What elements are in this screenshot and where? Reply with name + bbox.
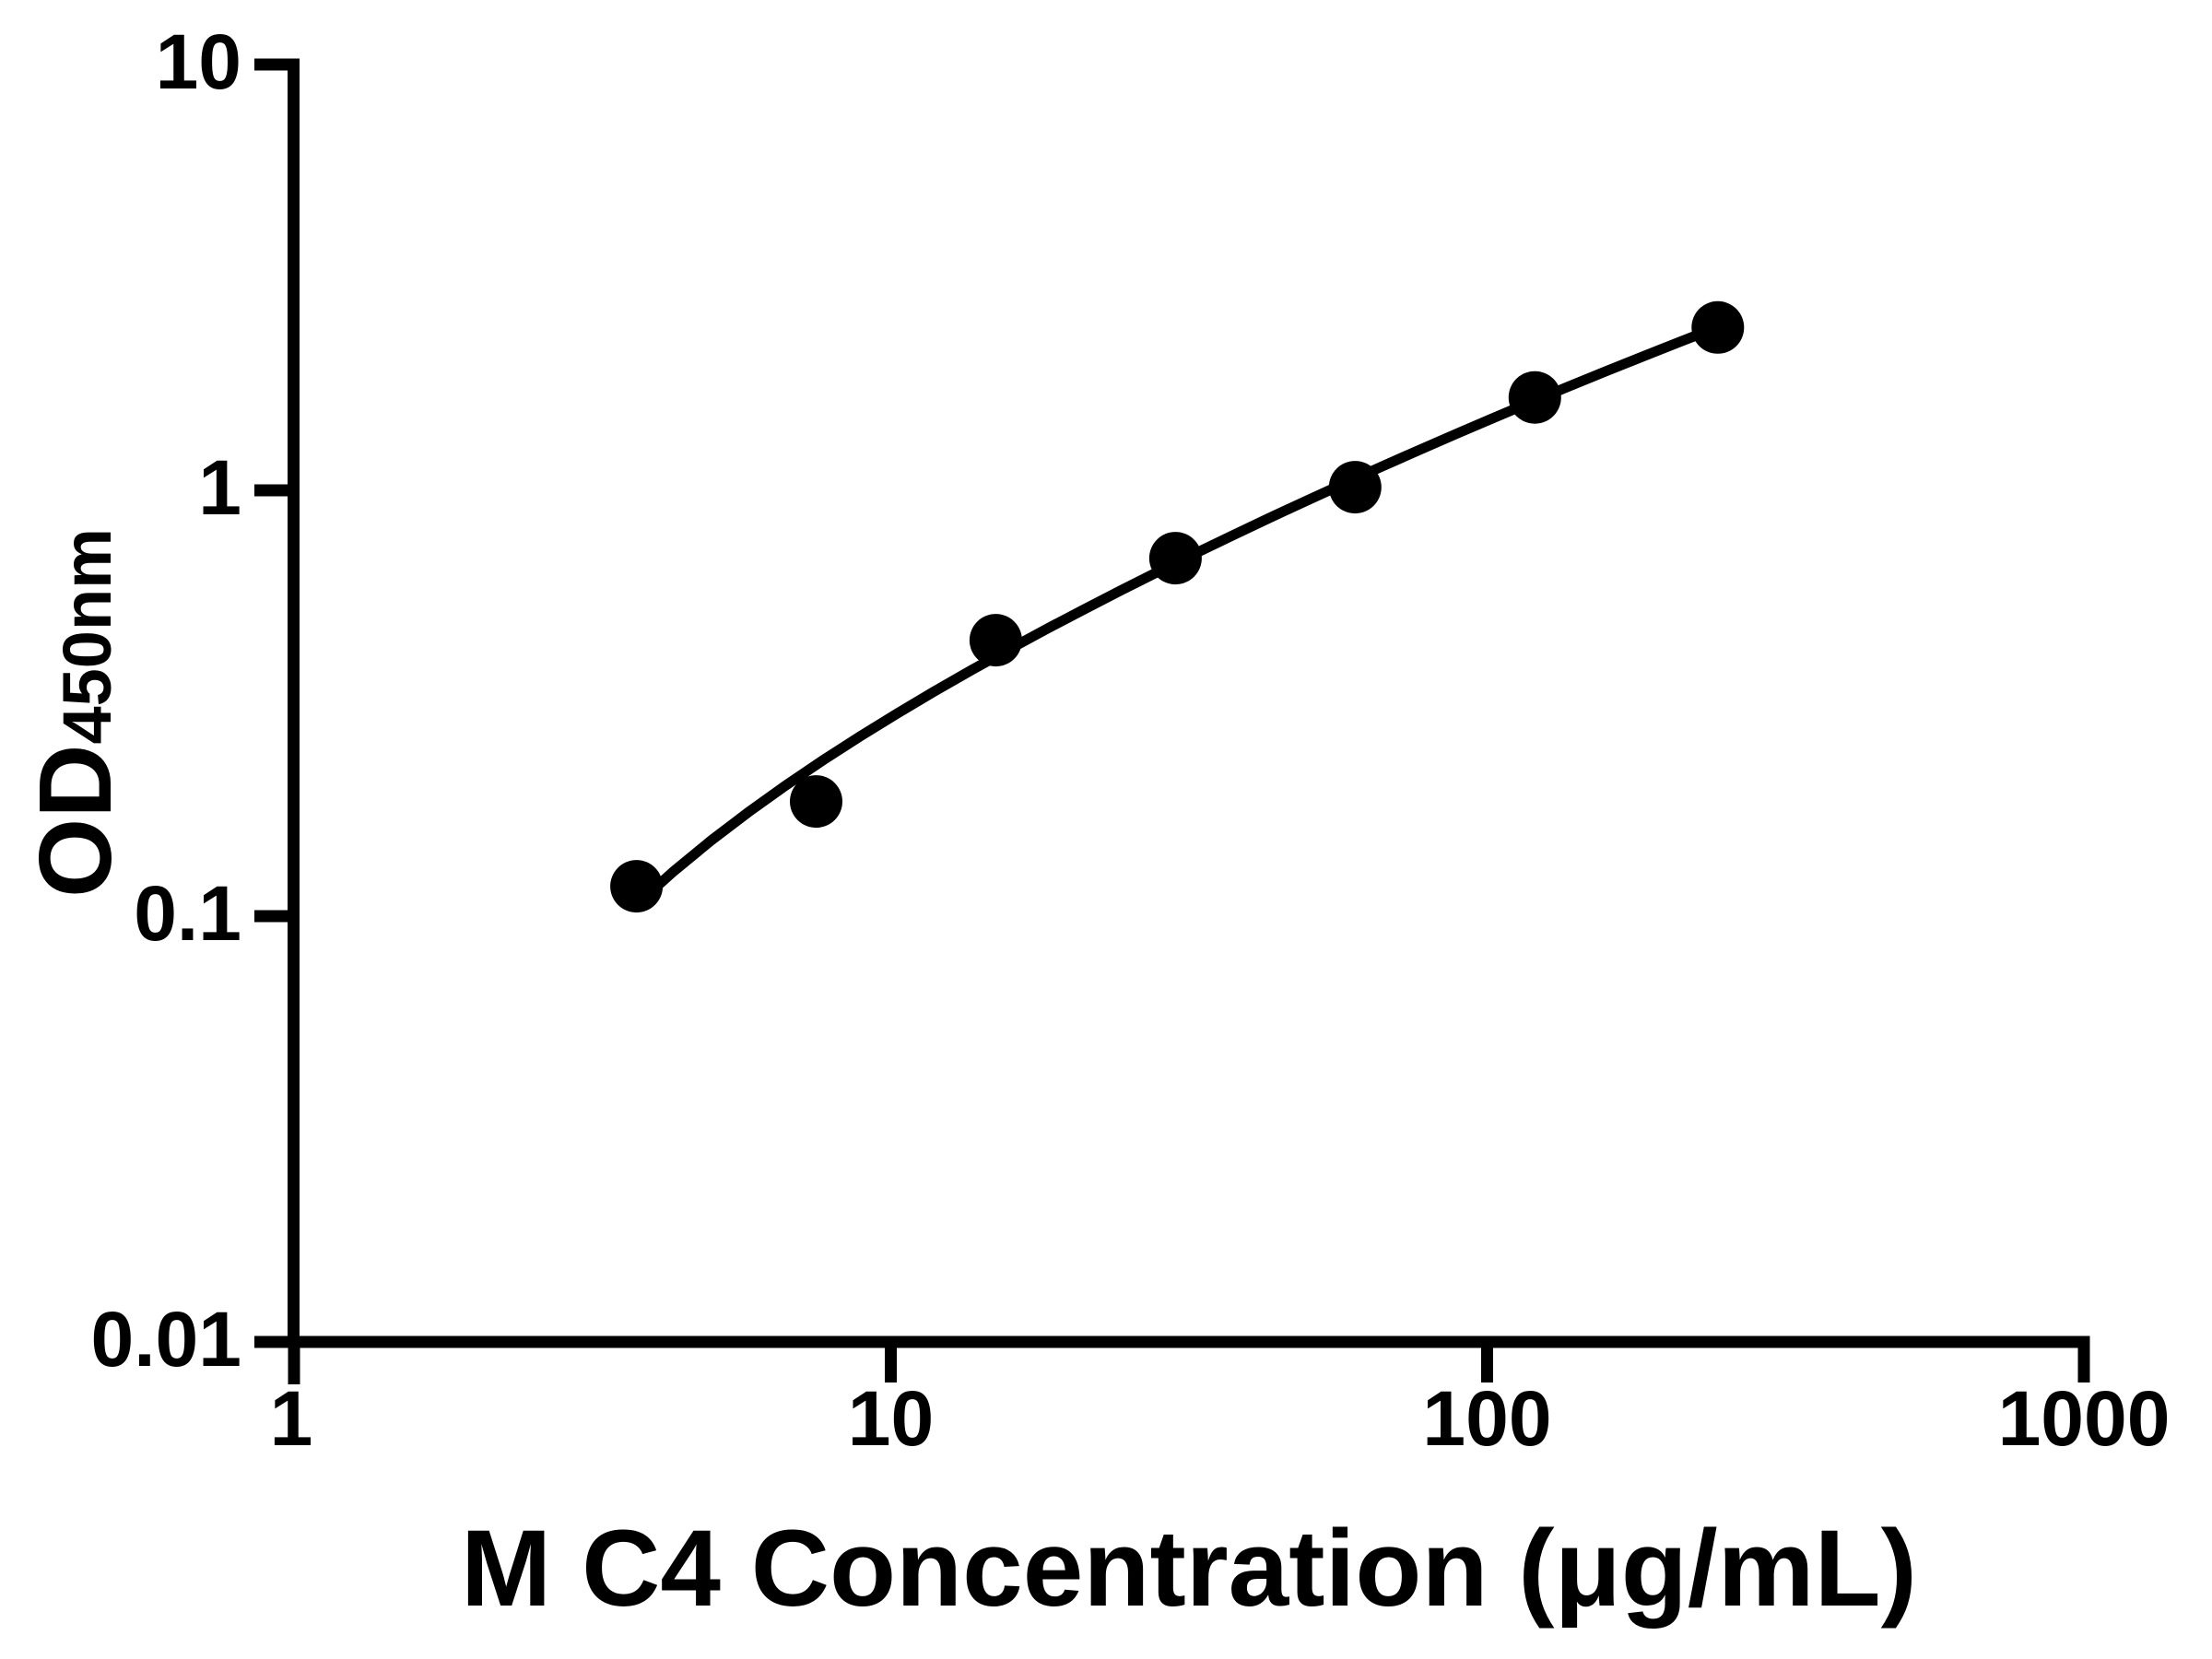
svg-text:1000: 1000 — [1998, 1375, 2171, 1462]
svg-text:1: 1 — [198, 444, 241, 531]
svg-text:OD450nm: OD450nm — [18, 528, 133, 898]
svg-text:10: 10 — [156, 18, 241, 105]
svg-text:1: 1 — [270, 1375, 313, 1462]
svg-text:0.1: 0.1 — [134, 870, 241, 957]
svg-text:M C4 Concentration (μg/mL): M C4 Concentration (μg/mL) — [461, 1508, 1917, 1630]
svg-text:100: 100 — [1422, 1375, 1551, 1462]
svg-text:0.01: 0.01 — [91, 1296, 242, 1382]
svg-text:10: 10 — [848, 1375, 934, 1462]
